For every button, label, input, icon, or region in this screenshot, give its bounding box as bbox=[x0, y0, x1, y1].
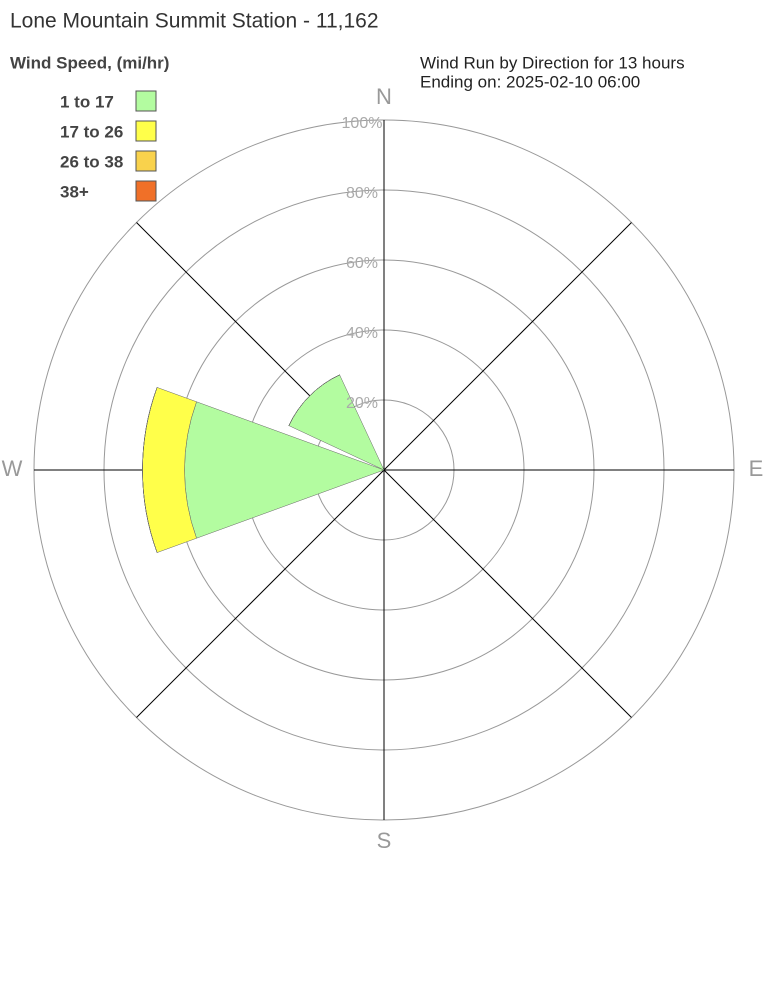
legend-label: 1 to 17 bbox=[60, 92, 114, 111]
legend-swatch bbox=[135, 120, 157, 142]
legend-label: 17 to 26 bbox=[60, 122, 123, 141]
compass-label: N bbox=[376, 84, 392, 109]
r-tick-label: 60% bbox=[346, 255, 378, 272]
compass-label: E bbox=[749, 456, 764, 481]
annotation: Wind Run by Direction for 13 hours bbox=[420, 53, 685, 72]
legend-label: 38+ bbox=[60, 182, 89, 201]
compass-label: S bbox=[377, 828, 392, 853]
spoke bbox=[383, 469, 632, 718]
r-tick-label: 100% bbox=[342, 115, 383, 132]
legend-label: 26 to 38 bbox=[60, 152, 123, 171]
legend-swatch bbox=[135, 180, 157, 202]
legend-title: Wind Speed, (mi/hr) bbox=[10, 53, 169, 72]
r-tick-label: 40% bbox=[346, 325, 378, 342]
annotation: Ending on: 2025-02-10 06:00 bbox=[420, 72, 640, 91]
legend-swatch bbox=[135, 90, 157, 112]
chart-title: Lone Mountain Summit Station - 11,162 bbox=[10, 10, 379, 33]
spoke bbox=[136, 469, 385, 718]
legend-swatch bbox=[135, 150, 157, 172]
compass-label: W bbox=[2, 456, 23, 481]
r-tick-label: 80% bbox=[346, 185, 378, 202]
wedge bbox=[288, 374, 340, 426]
spoke bbox=[383, 222, 632, 471]
r-tick-label: 20% bbox=[346, 395, 378, 412]
